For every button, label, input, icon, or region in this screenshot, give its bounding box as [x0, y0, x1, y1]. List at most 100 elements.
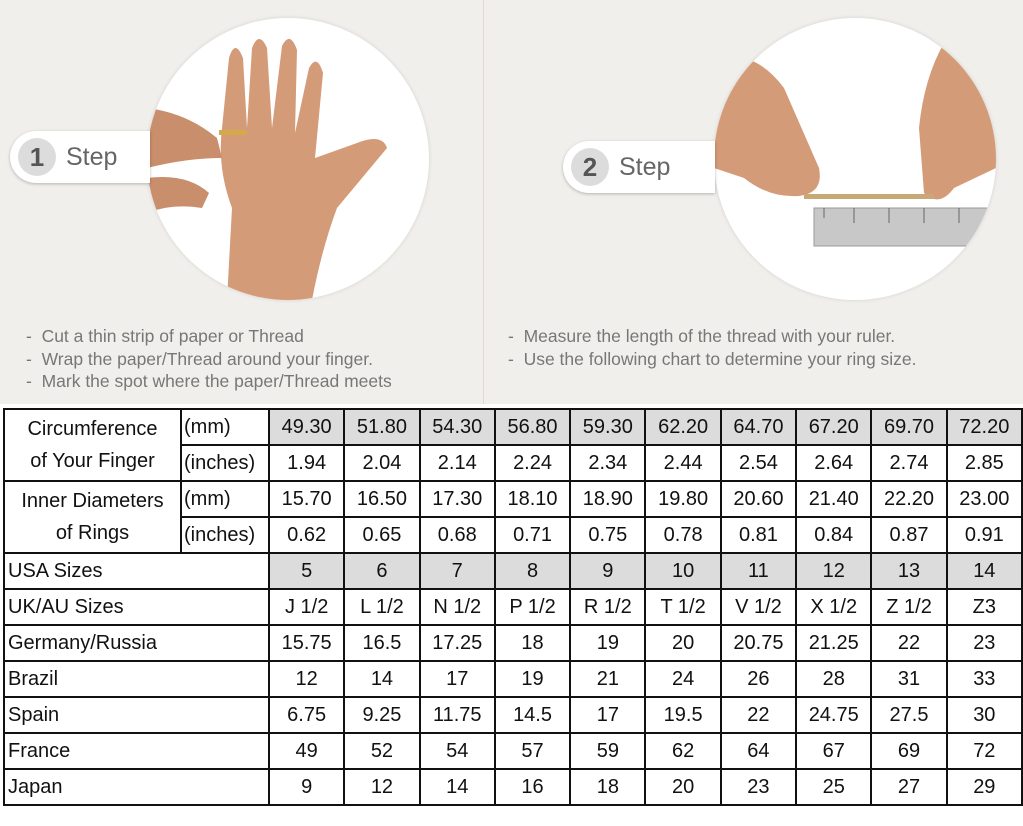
ring-size-table: Circumference of Your Finger (mm) 49.30 51.8… [3, 408, 1023, 806]
table-cell: 72.20 [945, 408, 1023, 446]
instructions-panel: 1 Step Cut a thin strip of paper or Thre… [0, 0, 1023, 404]
table-cell: 49.30 [267, 408, 346, 446]
table-cell: 17.25 [418, 624, 496, 662]
table-cell: 25 [795, 768, 873, 806]
table-row: (inches) 0.62 0.65 0.68 0.71 0.75 0.78 0.81 0.84… [4, 516, 1023, 554]
table-cell: 17.30 [418, 480, 496, 518]
step-label: Step [66, 142, 118, 171]
table-cell: 18.10 [493, 480, 572, 518]
table-cell: 26 [719, 660, 798, 698]
table-cell: 20 [644, 624, 722, 662]
table-cell: 72 [945, 732, 1023, 770]
row-header-line: of Rings [55, 522, 130, 544]
table-row: Circumference of Your Finger (mm) 49.30 51.8… [3, 408, 1023, 482]
step-label: Step [619, 152, 671, 181]
row-header: USA Sizes [3, 552, 270, 590]
row-header-line: Circumference [27, 418, 158, 440]
table-cell: 52 [343, 732, 421, 770]
table-cell: L 1/2 [343, 588, 421, 626]
table-cell: 54 [418, 732, 496, 770]
row-header: Circumference of Your Finger [3, 408, 182, 482]
table-cell: J 1/2 [267, 588, 346, 626]
table-cell: 0.65 [343, 516, 421, 554]
table-cell: 2.34 [569, 444, 647, 482]
table-cell: 59 [569, 732, 647, 770]
step-number: 2 [571, 148, 609, 186]
step-1-badge: 1 Step [10, 131, 150, 183]
table-cell: 2.54 [719, 444, 798, 482]
row-header: Japan [3, 768, 270, 806]
table-cell: 22.20 [870, 480, 948, 518]
table-cell: 19 [493, 660, 572, 698]
table-cell: 16.5 [343, 624, 421, 662]
hand-measuring-finger-image [147, 39, 387, 300]
table-cell: 24.75 [795, 696, 873, 734]
table-row: Japan 9 12 14 16 18 20 23 25 27 29 [3, 768, 1023, 806]
table-cell: 9 [267, 768, 346, 806]
table-cell: X 1/2 [795, 588, 873, 626]
table-cell: 14 [945, 552, 1023, 590]
table-cell: 12 [795, 552, 873, 590]
table-cell: 19.80 [644, 480, 722, 518]
table-cell: 12 [343, 768, 421, 806]
hand-photo-circle [147, 18, 429, 300]
table-row: (inches) 1.94 2.04 2.14 2.24 2.34 2.44 2.54 2.64… [4, 444, 1023, 482]
table-cell: N 1/2 [418, 588, 496, 626]
table-row: UK/AU Sizes J 1/2 L 1/2 N 1/2 P 1/2 R 1/2 T 1/… [3, 588, 1023, 626]
table-cell: 62 [644, 732, 722, 770]
table-cell: 23 [719, 768, 798, 806]
table-cell: 6 [343, 552, 421, 590]
instruction: Wrap the paper/Thread around your finger… [26, 348, 392, 371]
table-cell: 18 [493, 624, 572, 662]
ruler-photo-circle [714, 18, 996, 300]
table-cell: 62.20 [644, 408, 722, 446]
table-cell: 8 [493, 552, 572, 590]
table-cell: 57 [493, 732, 572, 770]
table-cell: 24 [644, 660, 722, 698]
table-cell: 23 [945, 624, 1023, 662]
table-cell: 64 [719, 732, 798, 770]
table-cell: 69 [870, 732, 948, 770]
unit-label: (inches) [180, 444, 270, 482]
table-cell: 16 [493, 768, 572, 806]
row-header: Germany/Russia [3, 624, 270, 662]
table-cell: 19 [569, 624, 647, 662]
table-cell: 6.75 [267, 696, 346, 734]
table-cell: 17 [418, 660, 496, 698]
table-cell: 21.25 [795, 624, 873, 662]
divider [483, 0, 484, 404]
table-cell: 31 [870, 660, 948, 698]
unit-label: (mm) [180, 480, 270, 518]
table-cell: 2.44 [644, 444, 722, 482]
table-cell: 13 [870, 552, 948, 590]
table-cell: 17 [569, 696, 647, 734]
table-cell: 2.74 [870, 444, 948, 482]
table-cell: 11.75 [418, 696, 496, 734]
table-cell: 5 [267, 552, 346, 590]
table-cell: 0.71 [493, 516, 572, 554]
table-cell: 0.91 [945, 516, 1023, 554]
row-header-line: of Your Finger [30, 450, 155, 472]
table-cell: 64.70 [719, 408, 798, 446]
table-cell: 9 [569, 552, 647, 590]
table-cell: 0.78 [644, 516, 722, 554]
table-cell: 7 [418, 552, 496, 590]
row-header: Inner Diameters of Rings [3, 480, 182, 554]
table-cell: 0.62 [267, 516, 346, 554]
table-cell: 15.70 [267, 480, 346, 518]
table-cell: 21 [569, 660, 647, 698]
table-cell: 27.5 [870, 696, 948, 734]
table-cell: 14 [418, 768, 496, 806]
table-cell: 21.40 [795, 480, 873, 518]
unit-label: (mm) [180, 408, 270, 446]
row-header: UK/AU Sizes [3, 588, 270, 626]
table-cell: Z3 [945, 588, 1023, 626]
instruction: Cut a thin strip of paper or Thread [26, 325, 392, 348]
table-cell: P 1/2 [493, 588, 572, 626]
table-row: USA Sizes 5 6 7 8 9 10 11 12 13 14 [3, 552, 1023, 590]
table-cell: 28 [795, 660, 873, 698]
table-cell: 0.68 [418, 516, 496, 554]
table-row: France 49 52 54 57 59 62 64 67 69 72 [3, 732, 1023, 770]
unit-label: (inches) [180, 516, 270, 554]
step-1-instructions: Cut a thin strip of paper or Thread Wrap… [26, 325, 392, 393]
